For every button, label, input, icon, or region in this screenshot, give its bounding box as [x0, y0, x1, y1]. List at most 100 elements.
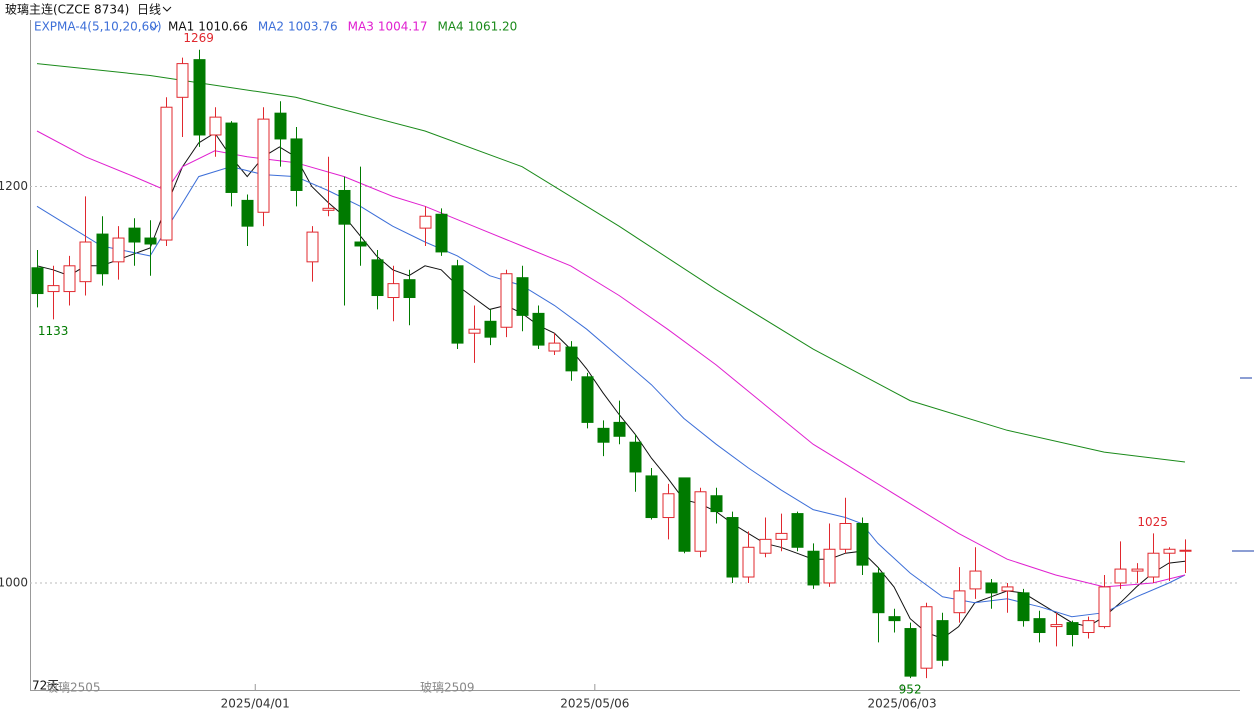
candle-body — [225, 122, 238, 193]
candle-body — [839, 522, 852, 550]
candle-body — [468, 328, 481, 334]
candle-body — [581, 376, 594, 423]
candle-body — [63, 265, 76, 293]
candle-body — [1179, 549, 1192, 552]
legend-value: 1004.17 — [378, 20, 428, 34]
candle-body — [209, 116, 222, 136]
candle-body — [371, 259, 384, 297]
candle-body — [807, 550, 820, 586]
candle-body — [1033, 618, 1046, 634]
candle-body — [936, 620, 949, 661]
legend-value: 1010.66 — [198, 20, 248, 34]
period-selector[interactable]: 日线 — [137, 3, 161, 17]
candle-body — [662, 493, 675, 519]
candle-body — [678, 477, 691, 552]
candle-body — [241, 199, 254, 227]
candle-body — [904, 628, 917, 677]
candle-body — [144, 237, 157, 245]
candle-body — [500, 273, 513, 328]
candle-body — [31, 267, 44, 295]
candle-body — [1131, 568, 1144, 572]
candle-body — [484, 320, 497, 338]
candle-body — [387, 283, 400, 299]
x-tick-label: 2025/06/03 — [867, 697, 936, 711]
extreme-label: 1269 — [183, 31, 214, 45]
candle-body — [872, 572, 885, 614]
candle-body — [726, 517, 739, 578]
candle-body — [823, 548, 836, 584]
candle-body — [985, 582, 998, 594]
candle-body — [47, 285, 60, 293]
candle-body — [128, 227, 141, 243]
extreme-label: 1133 — [38, 324, 69, 338]
candle-body — [1050, 624, 1063, 628]
candle-body — [565, 346, 578, 372]
indicator-name: EXPMA-4(5,10,20,60) — [34, 20, 162, 34]
extreme-label: 952 — [899, 683, 922, 697]
candle-body — [629, 441, 642, 473]
chart-title: 玻璃主连(CZCE 8734) — [5, 2, 129, 17]
candle-body — [193, 59, 206, 136]
candle-body — [1147, 552, 1160, 578]
candle-body — [354, 241, 367, 247]
y-tick-label: 1000 — [0, 575, 28, 589]
x-tick-label: 2025/04/01 — [221, 697, 290, 711]
candle-body — [96, 233, 109, 275]
candle-body — [597, 427, 610, 443]
dropdown-icon[interactable] — [149, 24, 159, 30]
dropdown-icon[interactable] — [162, 6, 172, 12]
candle-body — [176, 63, 189, 98]
legend-name: MA1 — [168, 20, 194, 34]
candle-body — [112, 237, 125, 263]
candle-body — [516, 277, 529, 316]
y-tick-label: 1200 — [0, 179, 28, 193]
extreme-label: 1025 — [1137, 515, 1168, 529]
candle-body — [403, 279, 416, 299]
candle-body — [322, 207, 335, 211]
candle-body — [419, 215, 432, 229]
candle-body — [1163, 548, 1176, 554]
legend-value: 1003.76 — [288, 20, 338, 34]
candle-body — [710, 495, 723, 513]
candle-body — [306, 231, 319, 263]
candle-body — [1082, 620, 1095, 634]
candle-body — [532, 312, 545, 346]
legend-name: MA2 — [258, 20, 284, 34]
candle-body — [451, 265, 464, 344]
candle-body — [645, 475, 658, 519]
candle-body — [257, 118, 270, 213]
legend-value: 1061.20 — [468, 20, 518, 34]
candle-body — [791, 513, 804, 548]
candle-body — [79, 241, 92, 283]
candle-body — [920, 606, 933, 669]
candle-body — [775, 532, 788, 540]
candle-body — [1001, 586, 1014, 592]
candle-body — [856, 522, 869, 566]
candle-body — [274, 112, 287, 140]
candle-body — [969, 570, 982, 590]
legend-name: MA3 — [348, 20, 374, 34]
candle-body — [1114, 568, 1127, 584]
ma-line — [36, 63, 1186, 463]
candle-body — [1017, 592, 1030, 622]
candle-body — [160, 106, 173, 241]
ma-line — [36, 130, 1186, 588]
x-tick-label: 2025/05/06 — [560, 697, 629, 711]
candle-body — [435, 213, 448, 253]
bar-count: 72天 — [32, 679, 59, 693]
contract-label: 玻璃2505 — [46, 681, 101, 695]
contract-label: 玻璃2509 — [420, 681, 475, 695]
candle-body — [759, 538, 772, 554]
candle-body — [338, 189, 351, 225]
candle-body — [548, 342, 561, 352]
candle-body — [742, 546, 755, 578]
candle-body — [1066, 622, 1079, 635]
candle-body — [290, 138, 303, 191]
candle-body — [1098, 586, 1111, 628]
candle-body — [888, 616, 901, 622]
candle-body — [694, 491, 707, 552]
legend-name: MA4 — [437, 20, 463, 34]
